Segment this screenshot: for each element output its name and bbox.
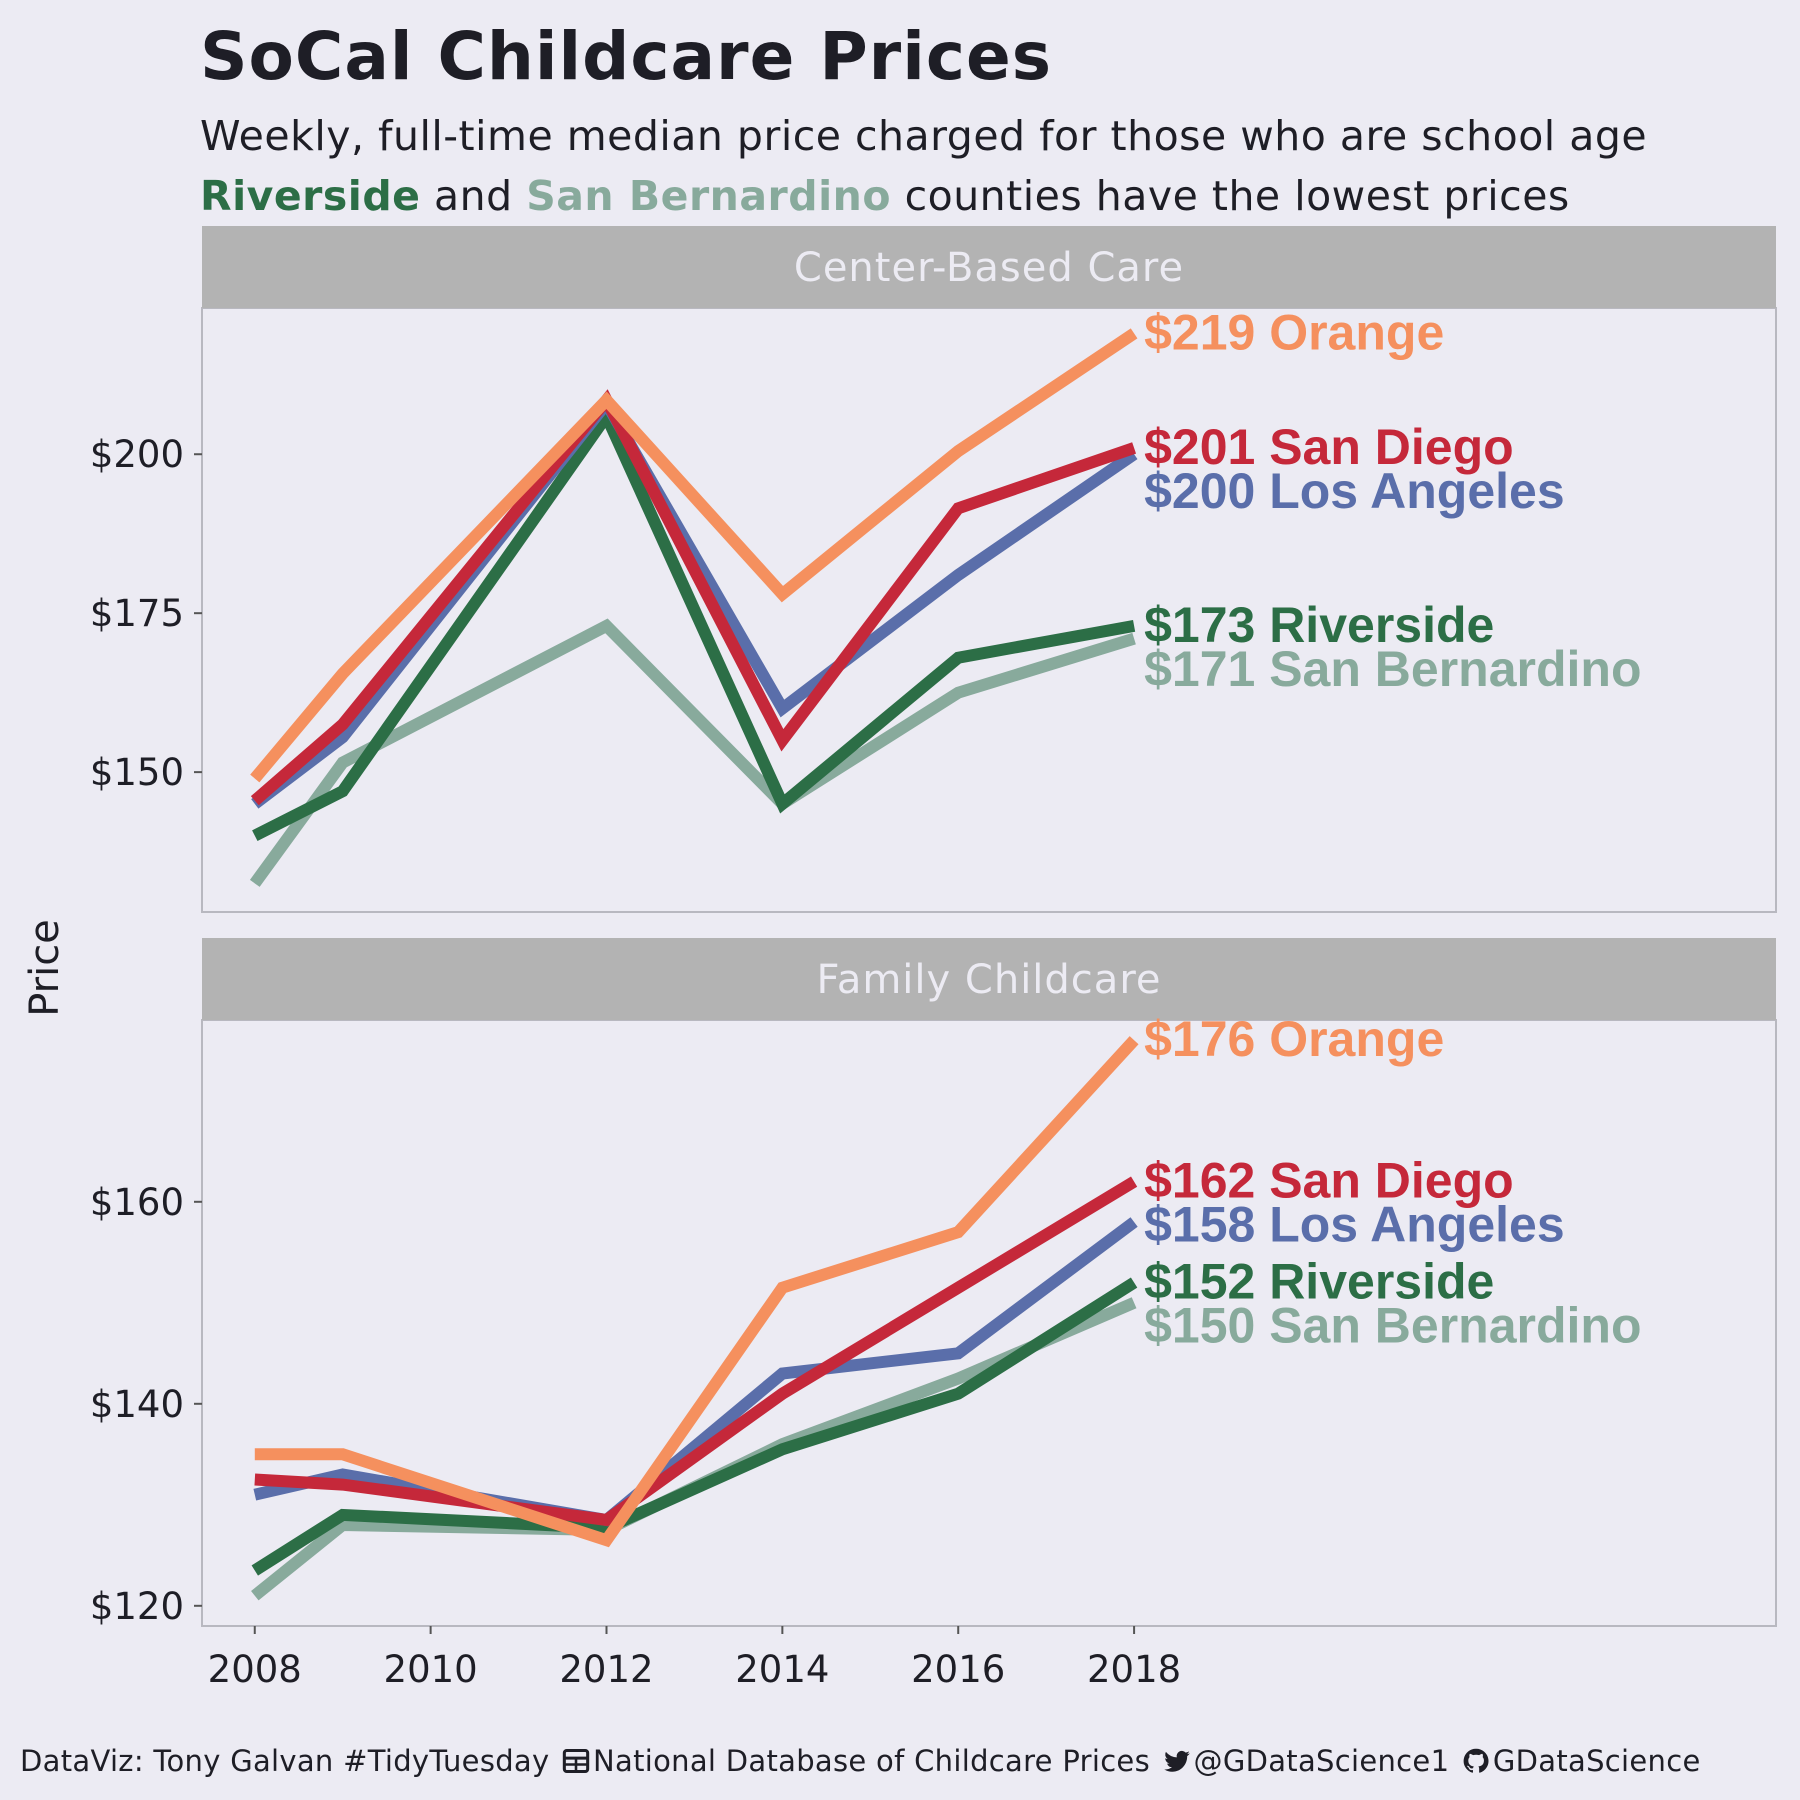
caption-github: GDataScience — [1492, 1744, 1701, 1778]
y-tick-label: $200 — [90, 433, 184, 476]
y-tick-label: $160 — [90, 1181, 184, 1224]
caption: DataViz: Tony Galvan #TidyTuesday Nation… — [20, 1742, 1701, 1778]
chart-subtitle-highlight: Riverside and San Bernardino counties ha… — [200, 172, 1570, 220]
series-line-orange — [254, 1036, 1139, 1548]
caption-credit: DataViz: Tony Galvan #TidyTuesday — [20, 1744, 550, 1778]
facet-strip-label: Center-Based Care — [794, 245, 1184, 291]
end-label-riverside: $173 Riverside — [1144, 597, 1494, 653]
facet-center-based-care: Center-Based Care $150 $175 $200 $219 Orange… — [90, 226, 1777, 913]
x-tick-label: 2014 — [735, 1648, 829, 1691]
san-bernardino-highlight: San Bernardino — [526, 172, 892, 220]
caption-twitter: @GDataScience1 — [1193, 1744, 1450, 1778]
subtitle-and: and — [434, 172, 513, 220]
facet-strip — [202, 938, 1776, 1020]
end-label-orange: $176 Orange — [1144, 1011, 1444, 1067]
caption-source: National Database of Childcare Prices — [593, 1744, 1150, 1778]
end-label-san-bernardino: $150 San Bernardino — [1144, 1298, 1641, 1354]
table-icon — [562, 1748, 590, 1774]
x-tick-label: 2018 — [1087, 1648, 1181, 1691]
x-tick-label: 2012 — [559, 1648, 653, 1691]
y-tick-label: $120 — [90, 1585, 184, 1628]
series-line-san-diego — [250, 389, 1137, 806]
facet-family-childcare: Family Childcare $120 $140 $160 $176 Orange $… — [90, 938, 1777, 1628]
end-label-los-angeles: $200 Los Angeles — [1144, 463, 1565, 519]
github-icon — [1463, 1748, 1489, 1773]
series-line-san-diego — [254, 1176, 1138, 1527]
facet-strip — [202, 226, 1776, 308]
end-label-san-bernardino: $171 San Bernardino — [1144, 641, 1641, 697]
y-tick-label: $175 — [90, 592, 184, 635]
series-line-san-bernardino — [249, 618, 1136, 887]
x-tick-label: 2016 — [911, 1648, 1005, 1691]
chart-subtitle: Weekly, full-time median price charged f… — [200, 112, 1648, 160]
end-label-riverside: $152 Riverside — [1144, 1254, 1494, 1310]
subtitle-rest: counties have the lowest prices — [904, 172, 1570, 220]
y-axis-label: Price — [22, 919, 68, 1017]
end-label-san-diego: $201 San Diego — [1144, 419, 1514, 475]
end-label-los-angeles: $158 Los Angeles — [1144, 1197, 1565, 1253]
facet-strip-label: Family Childcare — [816, 957, 1161, 1003]
y-tick-label: $140 — [90, 1383, 184, 1426]
chart-title: SoCal Childcare Prices — [200, 18, 1053, 95]
riverside-highlight: Riverside — [200, 172, 421, 220]
end-label-orange: $219 Orange — [1144, 304, 1444, 360]
end-label-san-diego: $162 San Diego — [1144, 1153, 1514, 1209]
y-tick-label: $150 — [90, 751, 184, 794]
x-tick-label: 2008 — [208, 1648, 302, 1691]
series-line-riverside — [251, 1277, 1138, 1576]
series-line-riverside — [252, 404, 1136, 842]
series-line-orange — [250, 328, 1138, 783]
twitter-bird-icon — [1163, 1750, 1190, 1772]
series-line-los-angeles — [251, 392, 1138, 809]
x-tick-label: 2010 — [384, 1648, 478, 1691]
